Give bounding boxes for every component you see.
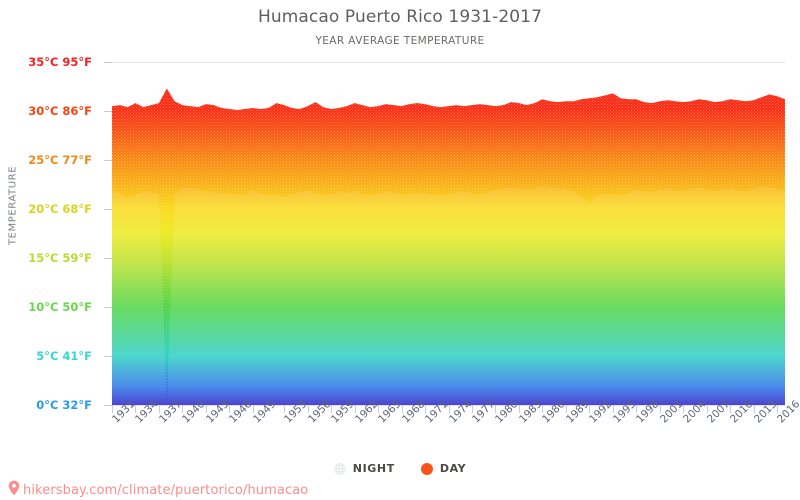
x-tick-mark-2013 — [753, 405, 755, 413]
y-tick-mark-25 — [104, 160, 112, 161]
chart-legend: NIGHT DAY — [0, 462, 800, 475]
x-tick-mark-1974 — [448, 405, 450, 413]
x-tick-mark-1992 — [589, 405, 591, 413]
y-tick-mark-5 — [104, 356, 112, 357]
footer-url-text: hikersbay.com/climate/puertorico/humacao — [23, 482, 309, 498]
x-tick-mark-1977 — [471, 405, 473, 413]
y-tick-label-30: 30°C 86°F — [28, 104, 92, 118]
y-tick-mark-15 — [104, 258, 112, 259]
day-dot-icon — [420, 462, 433, 475]
x-tick-mark-1998 — [636, 405, 638, 413]
x-tick-mark-1931 — [112, 405, 113, 413]
legend-item-day[interactable]: DAY — [420, 462, 467, 475]
x-tick-mark-1949 — [252, 405, 254, 413]
x-tick-mark-1953 — [284, 405, 286, 413]
gridline-35 — [112, 62, 785, 63]
plot-area — [112, 62, 785, 405]
x-tick-mark-1934 — [135, 405, 137, 413]
y-tick-mark-10 — [104, 307, 112, 308]
x-tick-mark-1995 — [612, 405, 614, 413]
x-tick-mark-1940 — [182, 405, 184, 413]
y-tick-label-0: 0°C 32°F — [36, 398, 92, 412]
legend-item-night[interactable]: NIGHT — [333, 462, 395, 475]
y-tick-label-35: 35°C 95°F — [28, 55, 92, 69]
x-tick-mark-1989 — [565, 405, 567, 413]
x-tick-mark-1946 — [229, 405, 231, 413]
y-axis-ticks: 35°C 95°F 30°C 86°F 25°C 77°F 20°C 68°F 15°C… — [22, 0, 92, 500]
night-dot-icon — [333, 462, 346, 475]
x-tick-mark-1971 — [425, 405, 427, 413]
y-tick-label-25: 25°C 77°F — [28, 153, 92, 167]
y-tick-mark-20 — [104, 209, 112, 210]
y-tick-label-5: 5°C 41°F — [36, 349, 92, 363]
y-tick-label-15: 15°C 59°F — [28, 251, 92, 265]
y-tick-label-10: 10°C 50°F — [28, 300, 92, 314]
x-tick-mark-1943 — [205, 405, 207, 413]
y-tick-mark-30 — [104, 111, 112, 112]
x-tick-mark-1962 — [354, 405, 356, 413]
y-tick-label-20: 20°C 68°F — [28, 202, 92, 216]
x-tick-mark-1980 — [495, 405, 497, 413]
y-tick-mark-0 — [104, 405, 112, 406]
x-tick-mark-2004 — [683, 405, 685, 413]
y-tick-mark-35 — [104, 62, 112, 63]
x-tick-mark-1937 — [158, 405, 160, 413]
x-tick-mark-2007 — [706, 405, 708, 413]
temperature-area-chart — [112, 88, 785, 405]
chart-title: Humacao Puerto Rico 1931-2017 — [258, 7, 542, 27]
night-area-series — [112, 186, 785, 405]
x-tick-mark-1965 — [378, 405, 380, 413]
x-tick-mark-1956 — [307, 405, 309, 413]
chart-subtitle: YEAR AVERAGE TEMPERATURE — [315, 35, 485, 47]
x-tick-mark-1983 — [518, 405, 520, 413]
footer-watermark[interactable]: hikersbay.com/climate/puertorico/humacao — [8, 480, 308, 500]
legend-label-day: DAY — [439, 462, 467, 475]
y-axis-title: TEMPERATURE — [7, 165, 19, 246]
map-pin-icon — [8, 480, 20, 500]
x-tick-mark-1986 — [542, 405, 544, 413]
x-tick-mark-1959 — [331, 405, 333, 413]
x-tick-mark-2001 — [659, 405, 661, 413]
x-tick-mark-1968 — [401, 405, 403, 413]
x-tick-mark-2010 — [730, 405, 732, 413]
x-tick-mark-2016 — [777, 405, 779, 413]
legend-label-night: NIGHT — [352, 462, 395, 475]
